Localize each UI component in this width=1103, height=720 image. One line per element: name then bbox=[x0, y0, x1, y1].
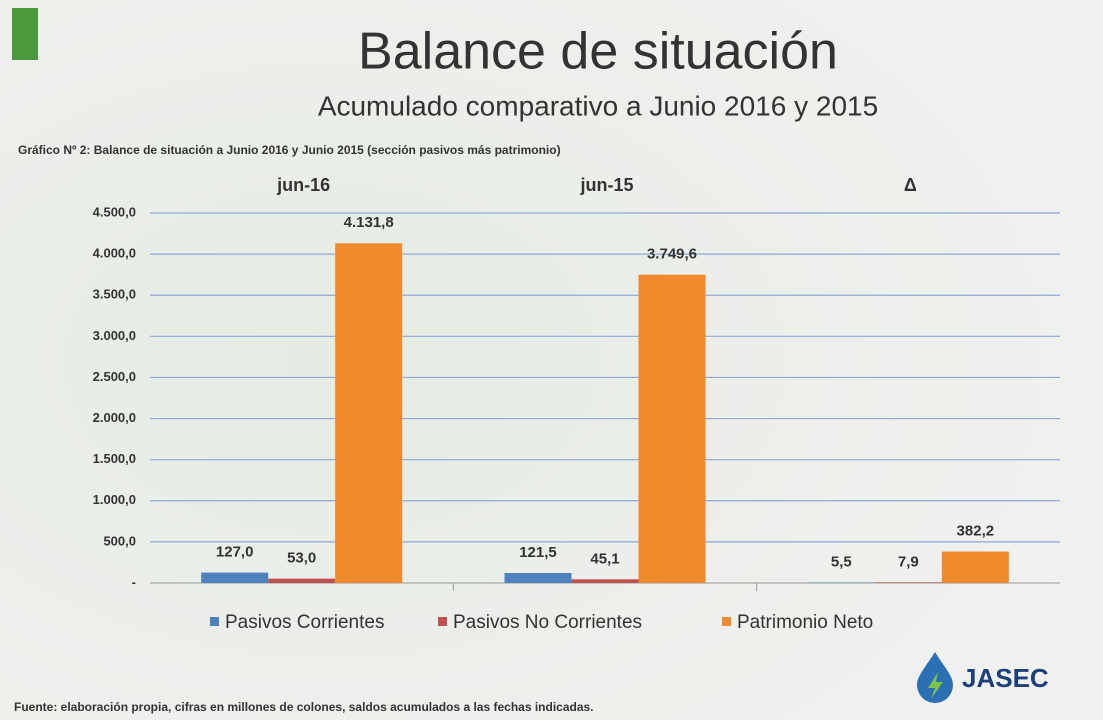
bar bbox=[504, 573, 572, 583]
legend-label: Pasivos No Corrientes bbox=[453, 612, 642, 633]
legend-swatch bbox=[722, 617, 731, 626]
y-tick-label: 3.000,0 bbox=[93, 328, 136, 343]
legend-label: Pasivos Corrientes bbox=[225, 612, 384, 633]
bar bbox=[268, 578, 336, 583]
logo-bolt bbox=[928, 672, 943, 699]
y-tick-label: 4.500,0 bbox=[93, 204, 136, 219]
bar bbox=[571, 579, 639, 583]
value-label: 3.749,6 bbox=[647, 246, 697, 263]
legend-swatch bbox=[210, 617, 219, 626]
value-label: 127,0 bbox=[216, 544, 254, 561]
value-label: 7,9 bbox=[898, 553, 919, 570]
category-label: jun-16 bbox=[276, 175, 330, 195]
category-label: Δ bbox=[904, 175, 917, 195]
category-label: jun-15 bbox=[579, 175, 633, 195]
value-label: 45,1 bbox=[590, 550, 619, 567]
y-tick-label: 500,0 bbox=[103, 533, 136, 548]
chart-caption: Gráfico Nº 2: Balance de situación a Jun… bbox=[18, 143, 561, 157]
slide-subtitle: Acumulado comparativo a Junio 2016 y 201… bbox=[318, 90, 878, 121]
logo-text: JASEC bbox=[962, 663, 1049, 693]
bar bbox=[941, 551, 1009, 583]
y-tick-label: 1.500,0 bbox=[93, 451, 136, 466]
legend-label: Patrimonio Neto bbox=[737, 612, 873, 633]
y-tick-label: 3.500,0 bbox=[93, 287, 136, 302]
value-label: 121,5 bbox=[519, 544, 557, 561]
y-tick-label: 2.500,0 bbox=[93, 369, 136, 384]
y-tick-label: - bbox=[132, 574, 136, 589]
logo: JASEC bbox=[917, 652, 1049, 703]
bar bbox=[201, 572, 269, 583]
value-label: 5,5 bbox=[831, 554, 852, 571]
value-label: 382,2 bbox=[957, 523, 995, 540]
y-tick-label: 4.000,0 bbox=[93, 246, 136, 261]
slide-title: Balance de situación bbox=[358, 23, 838, 81]
y-tick-label: 1.000,0 bbox=[93, 492, 136, 507]
bar bbox=[638, 274, 706, 583]
bar bbox=[874, 582, 942, 583]
y-tick-label: 2.000,0 bbox=[93, 410, 136, 425]
source-note: Fuente: elaboración propia, cifras en mi… bbox=[14, 700, 594, 714]
value-label: 4.131,8 bbox=[344, 214, 394, 231]
legend-swatch bbox=[438, 617, 447, 626]
accent-square bbox=[12, 8, 38, 60]
value-label: 53,0 bbox=[287, 550, 316, 567]
bar bbox=[335, 243, 403, 583]
